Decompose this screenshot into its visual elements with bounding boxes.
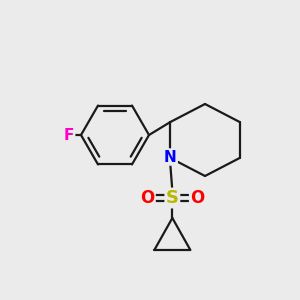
Text: O: O — [140, 189, 154, 207]
Text: O: O — [190, 189, 205, 207]
Text: N: N — [164, 149, 177, 164]
Text: F: F — [64, 128, 74, 142]
Text: S: S — [166, 189, 179, 207]
